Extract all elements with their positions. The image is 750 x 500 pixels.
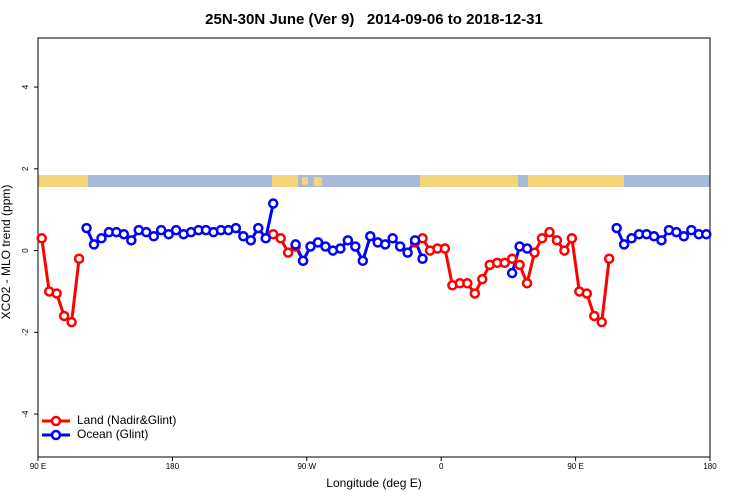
data-point <box>648 231 660 242</box>
data-point <box>678 231 690 242</box>
data-point <box>409 235 421 246</box>
data-point <box>73 253 85 264</box>
data-point <box>267 228 279 240</box>
data-point <box>439 243 451 254</box>
data-point <box>350 241 361 252</box>
data-point <box>253 222 264 234</box>
data-point <box>611 222 622 234</box>
data-point <box>506 267 518 279</box>
data-point <box>51 288 62 299</box>
data-point <box>230 222 242 234</box>
legend-label: Land (Nadir&Glint) <box>77 413 176 427</box>
data-point <box>559 245 570 256</box>
data-point <box>297 255 309 267</box>
data-point <box>88 239 100 250</box>
data-point <box>335 243 346 254</box>
data-point <box>238 231 249 242</box>
y-tick-label: -2 <box>21 328 30 336</box>
legend-marker <box>50 429 62 441</box>
data-point <box>163 228 174 240</box>
data-point <box>551 235 563 246</box>
legend-label: Ocean (Glint) <box>77 427 148 441</box>
data-point <box>402 247 413 258</box>
data-point <box>566 233 578 244</box>
legend-marker <box>50 415 62 427</box>
data-point <box>267 198 279 209</box>
data-point <box>686 224 697 236</box>
data-point <box>282 247 294 258</box>
land-band <box>528 175 624 187</box>
x-tick-label: 180 <box>703 462 717 471</box>
x-axis-label: Longitude (deg E) <box>326 476 421 490</box>
y-axis-label: XCO2 - MLO trend (ppm) <box>0 185 13 320</box>
data-point <box>342 235 354 246</box>
data-point <box>521 278 533 289</box>
data-point <box>387 233 398 244</box>
data-point <box>618 239 630 250</box>
x-tick-label: 0 <box>439 462 444 471</box>
data-point <box>499 257 510 269</box>
data-point <box>417 253 428 264</box>
plot-frame <box>37 37 711 458</box>
land-band <box>272 175 298 187</box>
data-point <box>506 253 518 264</box>
data-point <box>536 233 548 244</box>
land-band <box>314 177 322 186</box>
data-point <box>656 235 667 246</box>
data-point <box>529 247 540 258</box>
x-tick-label: 90 E <box>567 462 583 471</box>
data-point <box>462 278 473 289</box>
data-point <box>596 316 607 328</box>
data-point <box>260 233 271 244</box>
data-point <box>521 243 533 254</box>
data-point <box>626 233 637 244</box>
data-point <box>66 316 77 328</box>
data-point <box>379 239 391 250</box>
data-point <box>394 241 406 252</box>
data-point <box>155 224 167 236</box>
data-point <box>671 226 682 238</box>
y-tick-label: 2 <box>21 166 30 171</box>
x-tick-label: 90 W <box>297 462 316 471</box>
data-point <box>357 255 369 267</box>
data-point <box>170 224 182 236</box>
data-point <box>275 233 286 244</box>
land-band <box>420 175 518 187</box>
y-tick-label: 4 <box>21 84 30 89</box>
data-point <box>365 231 376 242</box>
data-point <box>118 228 130 240</box>
data-point <box>581 288 593 299</box>
data-point <box>305 241 316 252</box>
data-point <box>312 237 324 248</box>
data-point <box>96 233 107 244</box>
data-point <box>589 310 600 322</box>
data-point <box>701 228 712 240</box>
data-point <box>58 310 70 322</box>
data-point <box>36 233 47 244</box>
x-tick-label: 180 <box>166 462 180 471</box>
data-point <box>141 226 152 238</box>
data-point <box>469 288 481 299</box>
data-point <box>544 226 555 238</box>
y-tick-label: -4 <box>21 410 30 418</box>
data-point <box>603 253 615 264</box>
land-band <box>302 177 308 185</box>
data-point <box>81 222 92 234</box>
y-tick-label: 0 <box>21 248 30 253</box>
data-point <box>477 273 488 285</box>
land-ocean-strip <box>38 175 710 187</box>
x-tick-label: 90 E <box>30 462 46 471</box>
data-point <box>126 235 137 246</box>
land-band <box>38 175 88 187</box>
data-point <box>148 231 159 242</box>
chart-title: 25N-30N June (Ver 9) 2014-09-06 to 2018-… <box>205 11 543 28</box>
data-point <box>320 241 331 252</box>
data-point <box>245 235 257 246</box>
data-point <box>514 259 525 271</box>
data-point <box>290 239 301 250</box>
